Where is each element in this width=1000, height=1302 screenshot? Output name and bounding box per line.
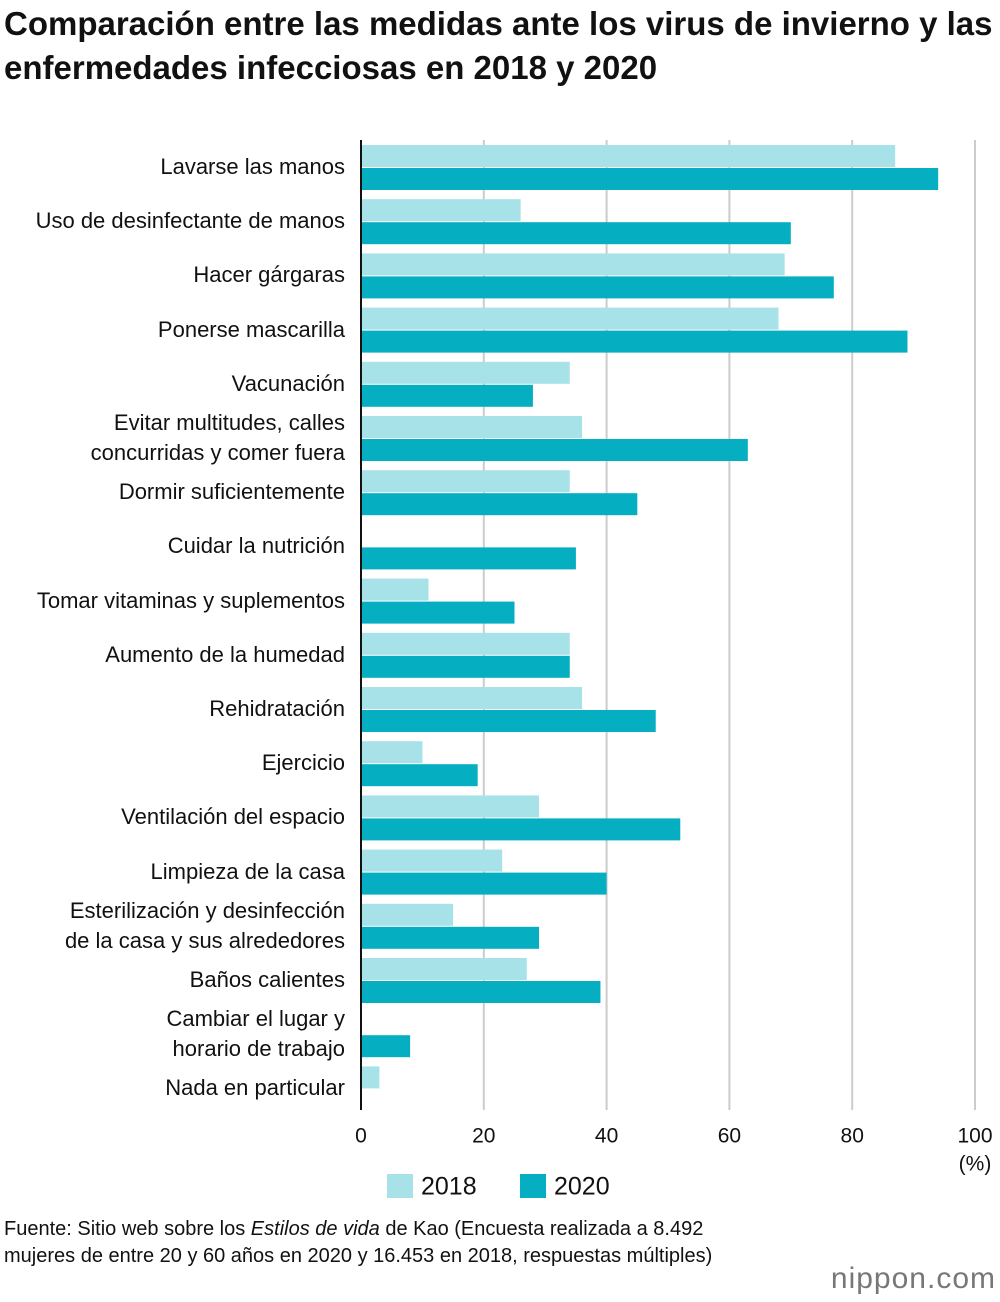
bar <box>361 687 583 709</box>
bar <box>361 493 638 516</box>
bar <box>361 547 576 570</box>
bar <box>361 384 533 407</box>
bar <box>361 470 570 493</box>
y-tick-label: Cambiar el lugar y horario de trabajo <box>166 1006 345 1062</box>
bar <box>361 795 540 818</box>
bar <box>361 361 570 384</box>
y-tick-label: Rehidratación <box>209 696 345 721</box>
legend-swatch <box>520 1174 546 1198</box>
bar <box>361 145 896 167</box>
bar <box>361 981 601 1003</box>
bar <box>361 1066 380 1089</box>
bar <box>361 741 423 764</box>
legend-swatch <box>387 1174 413 1198</box>
source-text: Fuente: Sitio web sobre los <box>4 1218 251 1240</box>
x-unit: (%) <box>959 1153 992 1176</box>
x-tick-label: 20 <box>472 1125 495 1148</box>
y-tick-label: Vacunación <box>231 370 345 396</box>
bar <box>361 439 748 461</box>
bar <box>361 655 570 678</box>
y-tick-label: Lavarse las manos <box>160 154 345 179</box>
y-tick-label: Aumento de la humedad <box>105 641 345 667</box>
y-tick-label: Dormir suficientemente <box>118 479 345 505</box>
bar <box>361 330 908 353</box>
y-tick-label: Esterilización y desinfección de la casa… <box>64 897 345 953</box>
y-tick-label: Ponerse mascarilla <box>157 316 345 342</box>
y-tick-label: Baños calientes <box>189 967 345 992</box>
bar <box>361 601 515 624</box>
source-italic: Estilos de vida <box>250 1218 380 1240</box>
bar <box>361 926 540 949</box>
chart-title: Comparación entre las medidas ante los v… <box>4 5 993 86</box>
y-tick-label: Limpieza de la casa <box>150 858 345 884</box>
source: Fuente: Sitio web sobre los Estilos de v… <box>4 1216 744 1270</box>
bar <box>361 818 681 841</box>
y-tick-label: Hacer gárgaras <box>193 262 345 288</box>
y-tick-label: Tomar vitaminas y suplementos <box>36 587 345 613</box>
x-tick-label: 100 <box>957 1125 992 1148</box>
y-tick-label: Ventilación del espacio <box>121 804 345 830</box>
bar <box>361 710 656 732</box>
x-tick-label: 40 <box>595 1125 618 1148</box>
bar <box>361 222 791 245</box>
bar <box>361 1035 411 1058</box>
bar <box>361 958 527 980</box>
logo: nippon.com <box>830 1262 996 1295</box>
x-tick-label: 60 <box>718 1125 741 1148</box>
bar <box>361 872 607 895</box>
bar <box>361 416 583 438</box>
x-tick-label: 80 <box>841 1125 864 1148</box>
bar <box>361 849 503 872</box>
y-tick-label: Evitar multitudes, calles concurridas y … <box>90 410 345 465</box>
x-tick-label: 0 <box>355 1125 367 1148</box>
y-tick-label: Uso de desinfectante de manos <box>35 208 345 234</box>
bar <box>361 168 939 190</box>
legend-label: 2020 <box>554 1173 610 1201</box>
y-tick-label: Cuidar la nutrición <box>167 533 345 559</box>
bar <box>361 632 570 655</box>
bar <box>361 199 521 222</box>
y-tick-label: Nada en particular <box>165 1075 345 1101</box>
source-text: de Kao (Encuesta realizada a 8.492 mujer… <box>4 1218 713 1267</box>
bar <box>361 276 834 299</box>
bar <box>361 764 478 787</box>
legend-label: 2018 <box>421 1173 477 1201</box>
bar <box>361 578 429 601</box>
bar <box>361 903 454 926</box>
bar <box>361 253 785 276</box>
bar <box>361 307 779 330</box>
y-tick-label: Ejercicio <box>261 750 345 776</box>
